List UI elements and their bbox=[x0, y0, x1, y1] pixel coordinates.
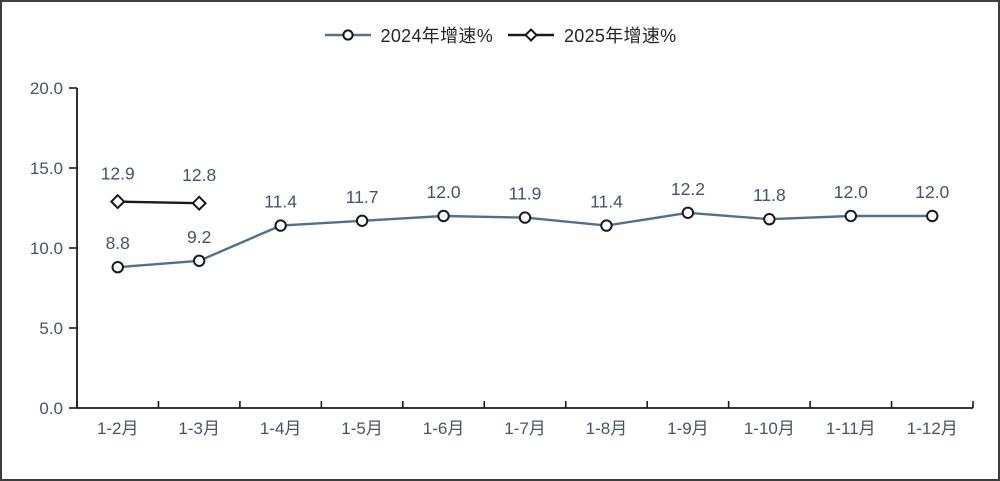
y-axis-tick-label: 5.0 bbox=[39, 319, 63, 338]
data-label: 11.7 bbox=[346, 187, 379, 207]
data-label: 9.2 bbox=[187, 227, 211, 247]
data-label: 8.8 bbox=[106, 233, 130, 253]
data-label: 12.0 bbox=[915, 182, 949, 202]
data-point-marker bbox=[518, 211, 532, 224]
x-axis-tick-label: 1-11月 bbox=[826, 419, 876, 438]
data-point-marker bbox=[192, 254, 206, 267]
legend-item-2024: 2024年增速% bbox=[324, 22, 493, 48]
x-axis-tick-label: 1-6月 bbox=[423, 419, 465, 438]
data-point-marker bbox=[844, 209, 858, 223]
x-axis-tick-label: 1-2月 bbox=[97, 419, 139, 438]
y-axis-tick-label: 15.0 bbox=[30, 159, 63, 178]
x-axis-tick-label: 1-9月 bbox=[667, 419, 709, 438]
data-label: 11.9 bbox=[509, 184, 542, 204]
data-label: 11.4 bbox=[264, 192, 297, 212]
data-label: 11.8 bbox=[753, 185, 786, 205]
data-label: 12.0 bbox=[427, 182, 461, 202]
x-axis-tick-label: 1-12月 bbox=[907, 419, 958, 438]
data-point-marker bbox=[763, 213, 776, 226]
series-line-1 bbox=[117, 200, 200, 205]
data-point-marker bbox=[274, 219, 287, 232]
data-point-marker bbox=[191, 195, 207, 212]
data-label: 12.0 bbox=[834, 182, 868, 202]
x-axis-tick-label: 1-4月 bbox=[260, 419, 302, 438]
x-axis-tick-label: 1-8月 bbox=[586, 419, 628, 438]
x-axis-tick-label: 1-7月 bbox=[504, 419, 546, 438]
x-axis-tick-label: 1-10月 bbox=[744, 419, 795, 438]
data-point-marker bbox=[109, 193, 126, 210]
legend-label-2025: 2025年增速% bbox=[564, 26, 677, 46]
chart-legend: 2024年增速% 2025年增速% bbox=[2, 22, 998, 48]
y-axis-tick-label: 10.0 bbox=[30, 239, 63, 258]
data-point-marker bbox=[681, 206, 695, 220]
x-axis-tick-label: 1-3月 bbox=[178, 419, 220, 438]
legend-item-2025: 2025年增速% bbox=[507, 22, 676, 48]
legend-line-diamond-icon bbox=[508, 28, 554, 42]
legend-line-circle-icon bbox=[324, 29, 371, 41]
data-label: 12.8 bbox=[182, 165, 216, 185]
data-point-marker bbox=[355, 214, 369, 228]
data-point-marker bbox=[437, 209, 450, 223]
data-label: 12.9 bbox=[101, 164, 135, 184]
data-label: 11.4 bbox=[590, 192, 623, 212]
data-point-marker bbox=[111, 261, 124, 274]
y-axis-tick-label: 0.0 bbox=[39, 399, 63, 418]
data-point-marker bbox=[600, 219, 613, 232]
data-point-marker bbox=[926, 209, 939, 223]
data-label: 12.2 bbox=[671, 179, 705, 199]
legend-label-2024: 2024年增速% bbox=[380, 26, 493, 46]
x-axis-tick-label: 1-5月 bbox=[341, 419, 383, 438]
y-axis-tick-label: 20.0 bbox=[30, 79, 63, 98]
